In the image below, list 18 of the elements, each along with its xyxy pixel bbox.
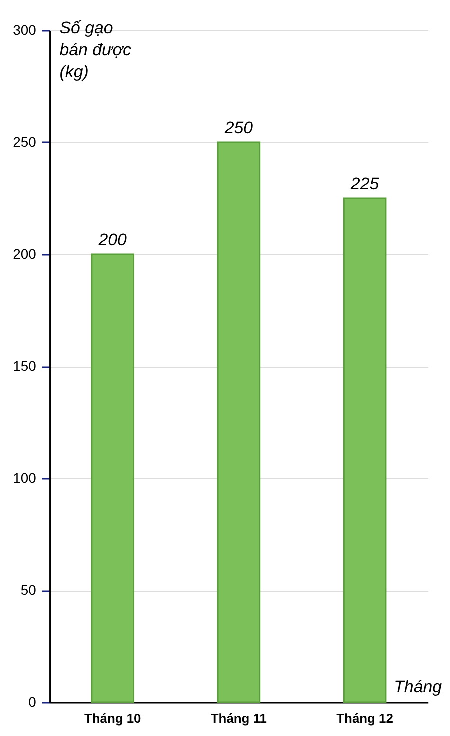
x-tick-label: Tháng 12 (336, 710, 394, 726)
data-label: 250 (224, 118, 254, 138)
bar (343, 198, 387, 704)
y-tick-label: 50 (20, 582, 37, 598)
y-tick-label: 150 (13, 358, 37, 374)
y-tick-label: 300 (13, 22, 37, 38)
bar (217, 142, 261, 704)
data-label: 200 (98, 230, 128, 250)
x-tick-label: Tháng 10 (84, 710, 142, 726)
data-label: 225 (350, 174, 380, 194)
y-tick-label: 0 (28, 694, 37, 710)
x-tick-label: Tháng 11 (210, 710, 267, 726)
y-tick-label: 100 (13, 470, 37, 486)
x-axis-title: Tháng (394, 678, 443, 697)
bar (91, 254, 134, 704)
y-tick-label: 250 (13, 134, 37, 150)
y-tick-label: 200 (13, 246, 37, 262)
y-axis-title: Số gạo bán được (kg) (60, 18, 132, 82)
